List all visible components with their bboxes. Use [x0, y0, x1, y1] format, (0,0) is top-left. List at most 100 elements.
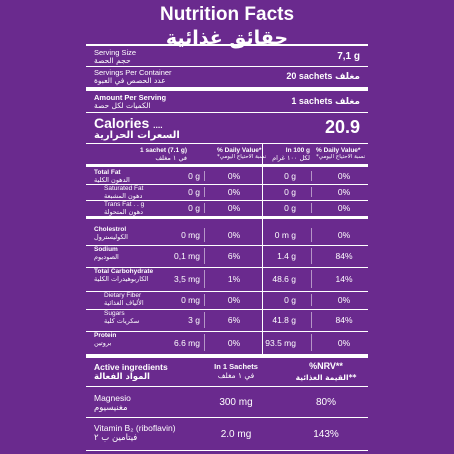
amount-per-serving-label-en: Amount Per Serving — [94, 93, 167, 102]
nutrient-name-ar: دهون المتحولة — [104, 208, 144, 216]
nutrient-dv100: 0% — [337, 337, 351, 348]
active-item-nrv: 80% — [315, 397, 336, 408]
active-item-en: Vitamin B₂ (riboflavin) — [94, 423, 176, 433]
nutrient-dv: 0% — [227, 171, 241, 181]
servings-per-container-label-ar: عدد الحصص في العبوة — [94, 76, 166, 85]
nutrient-name-ar: الألياف الغذائية — [104, 299, 144, 307]
active-item-value: 2.0 mg — [220, 429, 252, 440]
nutrient-dv100: 84% — [335, 315, 353, 325]
nutrient-sachet-value: 3 g — [188, 315, 200, 325]
nutrient-per100-value: 0 g — [284, 203, 296, 213]
nutrient-name-en: Saturated Fat — [104, 185, 144, 192]
nutrient-dv: 6% — [227, 315, 241, 325]
col-per-sachet-ar: في ١ مغلف — [155, 154, 187, 162]
divider — [86, 450, 368, 451]
nutrient-per100-value: 41.8 g — [272, 315, 296, 325]
cell-separator — [204, 312, 205, 328]
nutrient-per100-value: 0 m g — [274, 230, 296, 240]
nutrient-name-en: Trans Fat . . g — [104, 201, 145, 208]
col-per-100g-en: In 100 g — [285, 147, 310, 154]
cell-separator — [204, 270, 205, 288]
nutrient-sachet-value: 3,5 mg — [174, 274, 200, 284]
nutrient-sachet-value: 0 mg — [181, 295, 200, 305]
cell-separator — [204, 228, 205, 242]
cell-separator — [311, 270, 312, 288]
nutrient-name-en: Total Fat — [94, 169, 121, 176]
title-en: Nutrition Facts — [159, 4, 295, 25]
cell-separator — [311, 228, 312, 242]
nutrient-sachet-value: 0 mg — [181, 230, 200, 240]
divider — [86, 267, 368, 268]
nrv-label-en: %NRV** — [309, 361, 343, 371]
divider-thick — [86, 87, 368, 91]
active-item-ar: مغنيسيوم — [94, 403, 128, 413]
active-item-ar: فيتامين ب ٢ — [94, 433, 138, 443]
nutrient-name-en: Sodium — [94, 246, 118, 253]
col-per-sachet-en: 1 sachet (7.1 g) — [140, 147, 187, 154]
nutrient-dv100: 84% — [335, 251, 353, 261]
serving-size-value: 7,1 g — [337, 51, 360, 62]
servings-per-container-label-en: Servings Per Container — [94, 68, 172, 77]
cell-separator — [311, 187, 312, 197]
nutrient-name-ar: الكاربوهيدرات الكلية — [94, 275, 149, 283]
nutrient-sachet-value: 6.6 mg — [174, 337, 200, 348]
nutrient-dv: 0% — [227, 203, 241, 213]
calories-value: 20.9 — [324, 117, 360, 137]
col-dv2-en: % Daily Value* — [316, 147, 361, 154]
nutrient-dv100: 0% — [337, 203, 351, 213]
cell-separator — [204, 248, 205, 264]
divider — [86, 112, 368, 113]
active-item-value: 300 mg — [219, 397, 253, 408]
nutrient-name-ar: دهون المشبعة — [104, 192, 143, 200]
nutrient-name-ar: الصوديوم — [94, 253, 119, 261]
nutrient-name-en: Sugars — [104, 310, 125, 317]
cell-separator — [311, 312, 312, 328]
serving-size-label-en: Serving Size — [94, 48, 137, 57]
divider-thick — [86, 354, 368, 358]
active-col-ar: في ١ مغلف — [217, 371, 255, 380]
divider — [86, 216, 368, 219]
cell-separator — [204, 334, 205, 351]
nutrient-per100-value: 0 g — [284, 187, 296, 197]
col-per-100g-ar: لكل ١٠٠ غرام — [272, 154, 310, 162]
nutrient-dv100: 0% — [337, 171, 351, 181]
col-dv-ar: *نسبة الاحتياج اليومي — [217, 154, 267, 160]
divider-thick — [86, 164, 368, 167]
cell-separator — [204, 203, 205, 213]
active-item-en: Magnesio — [94, 393, 131, 403]
active-item-nrv: 143% — [313, 429, 339, 440]
active-label-en: Active ingredients — [94, 362, 168, 372]
divider — [86, 245, 368, 246]
nutrient-name-ar: الكوليسترول — [94, 233, 128, 241]
nutrient-dv: 6% — [227, 251, 241, 261]
divider — [86, 417, 368, 418]
servings-per-container-value: 20 sachets مغلف — [286, 71, 360, 81]
calories-label-en: Calories .... — [94, 115, 163, 131]
calories-label-ar: السعرات الحرارية — [94, 130, 180, 141]
amount-per-serving-value: 1 sachets مغلف — [291, 96, 360, 106]
nutrient-dv: 0% — [227, 187, 241, 197]
divider — [86, 331, 368, 332]
active-col-en: In 1 Sachets — [214, 362, 258, 371]
nutrition-label: Nutrition Facts حقائق غذائية Serving Siz… — [86, 0, 368, 454]
divider — [86, 309, 368, 310]
nutrient-per100-value: 1.4 g — [277, 251, 296, 261]
divider — [86, 66, 368, 67]
nutrient-name-ar: سكريات كلية — [104, 317, 140, 325]
column-divider — [262, 144, 263, 354]
nutrient-name-en: Total Carbohydrate — [94, 268, 154, 275]
col-dv2-ar: *نسبة الاحتياج اليومي — [316, 154, 366, 160]
cell-separator — [311, 203, 312, 213]
serving-size-label-ar: حجم الحصة — [94, 56, 131, 65]
nrv-label-ar: القيمة الغذائية** — [295, 373, 357, 382]
divider — [86, 184, 368, 185]
divider — [86, 200, 368, 201]
cell-separator — [204, 171, 205, 181]
nutrient-name-en: Dietary Fiber — [104, 292, 142, 299]
nutrient-dv: 1% — [227, 274, 241, 284]
nutrient-dv: 0% — [227, 337, 241, 348]
cell-separator — [311, 334, 312, 351]
nutrient-dv100: 0% — [337, 187, 351, 197]
nutrient-sachet-value: 0 g — [188, 203, 200, 213]
title-ar: حقائق غذائية — [165, 27, 289, 49]
